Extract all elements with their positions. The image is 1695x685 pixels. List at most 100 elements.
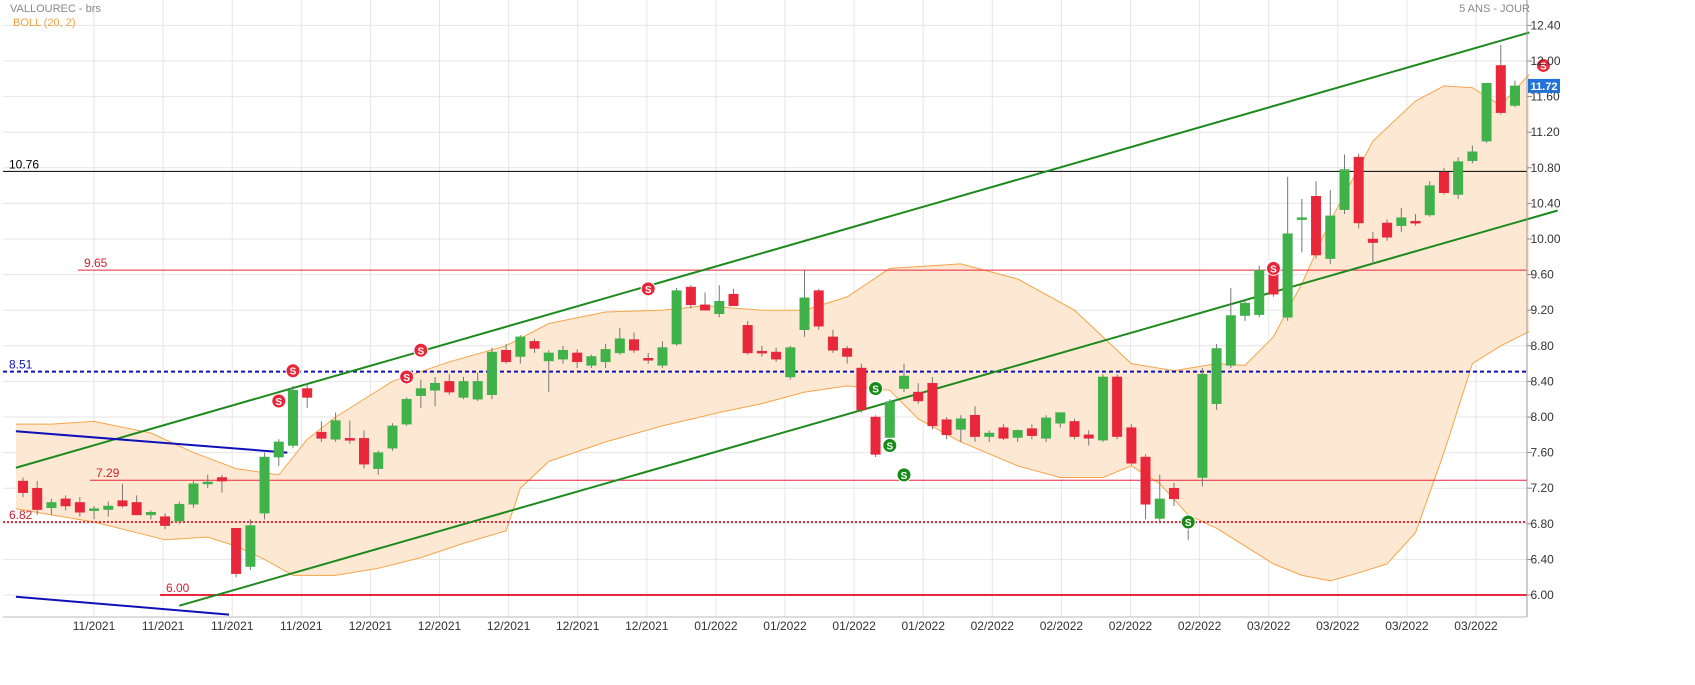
candle-body	[898, 375, 909, 389]
candle-body	[1026, 428, 1037, 436]
candle-body	[145, 511, 156, 516]
y-tick-label: 10.00	[1531, 232, 1561, 246]
candle-body	[529, 341, 540, 349]
level-label: 9.65	[84, 256, 108, 270]
candle-body	[1197, 374, 1208, 478]
candle-body	[756, 350, 767, 354]
candle-body	[1339, 169, 1350, 210]
y-tick-label: 6.80	[1531, 517, 1555, 531]
candle-body	[18, 480, 28, 493]
x-tick-label: 11/2021	[142, 619, 185, 633]
candlesticks	[18, 44, 1520, 578]
candle-body	[714, 301, 725, 315]
x-tick-label: 03/2022	[1385, 619, 1429, 633]
candle-body	[458, 381, 469, 398]
candle-body	[245, 525, 256, 567]
bollinger-band	[15, 74, 1530, 582]
y-tick-label: 7.60	[1531, 446, 1555, 460]
signal-sell	[1265, 260, 1281, 276]
candle-body	[1112, 376, 1123, 437]
candle-body	[430, 382, 441, 391]
candle-body	[174, 503, 185, 522]
x-tick-label: 11/2021	[73, 619, 116, 633]
candle-body	[998, 427, 1009, 439]
signal-letter: S	[418, 346, 425, 357]
indicator-label: BOLL (20, 2)	[13, 17, 76, 29]
candle-body	[586, 356, 597, 366]
level-label: 8.51	[9, 358, 33, 372]
y-tick-label: 10.40	[1531, 196, 1561, 210]
signal-sell	[1535, 57, 1551, 73]
period-label[interactable]: 5 ANS - JOUR	[1459, 3, 1530, 15]
candle-body	[1254, 269, 1265, 315]
trend-line	[15, 595, 230, 616]
candle-body	[486, 351, 497, 395]
candle-body	[600, 349, 611, 363]
candle-body	[970, 414, 981, 437]
candle-body	[302, 388, 313, 398]
signal-letter: S	[901, 471, 908, 482]
x-tick-label: 11/2021	[211, 619, 254, 633]
candle-body	[1097, 376, 1108, 441]
x-tick-label: 12/2021	[418, 619, 462, 633]
signal-letter: S	[886, 441, 893, 452]
candle-body	[373, 452, 384, 469]
signal-letter: S	[645, 285, 652, 296]
level-label: 7.29	[96, 466, 120, 480]
signal-letter: S	[403, 373, 410, 384]
candle-body	[32, 487, 43, 510]
candle-body	[1211, 348, 1222, 404]
candle-body	[1168, 487, 1179, 500]
candle-body	[273, 441, 284, 458]
x-tick-label: 02/2022	[1109, 619, 1153, 633]
x-tick-label: 03/2022	[1247, 619, 1291, 633]
candle-body	[1438, 172, 1449, 193]
y-tick-label: 6.00	[1531, 588, 1555, 602]
candle-body	[472, 381, 483, 400]
candle-body	[1240, 302, 1251, 316]
y-tick-label: 6.40	[1531, 552, 1555, 566]
candle-body	[1282, 233, 1293, 318]
y-tick-label: 11.60	[1531, 90, 1560, 104]
candle-body	[742, 325, 753, 354]
x-tick-label: 03/2022	[1454, 619, 1498, 633]
candle-body	[941, 419, 952, 436]
candle-body	[188, 483, 199, 505]
x-tick-label: 12/2021	[556, 619, 600, 633]
bollinger-upper	[15, 74, 1530, 476]
candle-body	[216, 477, 227, 482]
candle-body	[444, 381, 455, 393]
last-price-marker: 11.72	[1528, 78, 1560, 93]
signal-letter: S	[1185, 518, 1192, 529]
candle-body	[1225, 315, 1236, 366]
candle-body	[344, 438, 355, 441]
candle-body	[202, 481, 213, 485]
y-tick-label: 12.40	[1531, 18, 1561, 32]
y-tick-label: 8.00	[1531, 410, 1555, 424]
candle-body	[259, 456, 270, 514]
trend-line	[15, 430, 288, 454]
last-price-tag	[1528, 78, 1560, 93]
signal-letter: S	[290, 367, 297, 378]
candle-body	[103, 505, 114, 510]
candle-body	[401, 398, 412, 425]
chart-title: VALLOUREC - brs	[10, 3, 101, 15]
candle-body	[728, 293, 739, 306]
x-tick-label: 12/2021	[349, 619, 393, 633]
y-tick-label: 7.20	[1531, 481, 1555, 495]
candle-body	[89, 508, 100, 511]
candle-body	[1467, 151, 1478, 161]
signal-buy	[896, 467, 912, 483]
candle-body	[231, 528, 242, 574]
candle-body	[1311, 196, 1322, 256]
candle-body	[685, 286, 696, 306]
candle-body	[330, 420, 341, 440]
candle-body	[813, 290, 824, 327]
candle-body	[955, 418, 966, 430]
candle-body	[1325, 215, 1336, 259]
y-tick-label: 10.80	[1531, 161, 1561, 175]
y-tick-label: 9.20	[1531, 303, 1555, 317]
trend-lines	[15, 31, 1558, 616]
